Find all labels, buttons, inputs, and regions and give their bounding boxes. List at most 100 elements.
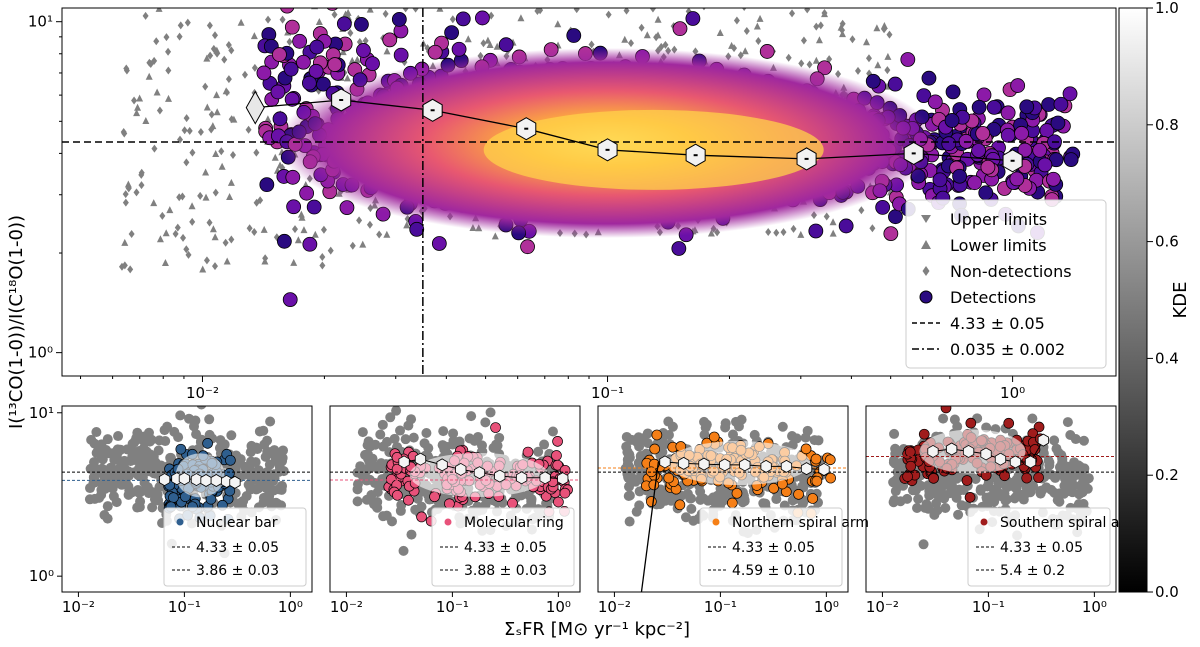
background-point [123,470,134,481]
non-detection-point [702,8,706,11]
subpanel-y-tick-label: 10¹ [29,404,54,422]
non-detection-point [223,88,230,97]
background-point [620,463,631,474]
detection-point [971,143,986,158]
background-point [890,458,901,469]
background-point [395,425,406,436]
detection-point [887,76,903,92]
background-point [708,492,719,503]
subpanel-frame [61,405,313,593]
x-tick-label: 10⁰ [1000,384,1025,402]
background-point [1027,413,1038,424]
lower-limit-point [383,230,391,238]
detection-point [927,94,943,110]
subpanel-legend-box [163,507,307,587]
detection-point [283,61,299,77]
global-ratio-label: 4.33 ± 0.05 [1000,540,1083,556]
lower-limit-point [124,180,132,188]
lower-limit-point [812,56,820,64]
subpanel-x-tick-label: 10⁻¹ [972,598,1005,616]
detection-point [875,199,891,215]
detection-point [308,63,324,79]
x-axis-label: ΣₛFR [M⊙ yr⁻¹ kpc⁻²] [504,619,690,640]
detection-point [976,87,992,103]
lower-limit-point [407,0,414,2]
region-binned-point [659,455,671,469]
background-point [398,545,409,556]
non-detection-point [159,211,166,220]
legend-label: Detections [950,288,1036,307]
background-point [129,455,140,466]
detection-point [980,159,996,175]
lower-limit-point [553,0,560,6]
non-detection-point [790,224,797,233]
detection-point [391,12,407,27]
non-detection-point [206,21,213,30]
background-point [1042,467,1053,478]
region-point [651,429,663,441]
lower-limit-point [188,202,196,210]
lower-limit-point [300,226,308,234]
lower-limit-point [213,91,221,99]
background-point [352,496,363,507]
region-point [793,488,804,500]
non-detection-point [573,8,580,14]
region-binned-point [473,466,486,480]
detection-point [520,239,535,255]
background-point [466,411,477,422]
region-binned-point [158,473,171,487]
non-detection-point [146,58,153,67]
colorbar-tick-label: 0.0 [1155,583,1179,601]
detection-point [1045,171,1061,187]
lower-limit-point [491,232,499,240]
detection-point [409,221,425,237]
background-point [970,474,981,485]
detection-point [1014,125,1029,141]
lower-limit-point [297,210,305,218]
background-point [929,509,940,520]
background-point [941,476,952,487]
detection-point [685,11,701,26]
non-detection-point [858,206,865,215]
non-detection-point [823,212,830,221]
lower-limit-point [829,218,837,226]
background-point [938,413,949,424]
background-point [1077,487,1088,498]
non-detection-point [634,0,640,4]
lower-limit-point [203,103,211,111]
non-detection-point [228,46,235,55]
background-point [989,496,1000,507]
lower-limit-point [438,0,445,4]
lower-limit-point [551,0,558,2]
background-point [362,494,373,505]
detection-point [932,172,948,188]
background-point [657,440,668,451]
x-tick-label: 10⁻² [186,384,219,402]
subpanel-3: Southern spiral arm 4.33 ± 0.05 5.4 ± 0.2 1… [865,405,1139,616]
non-detection-point [183,158,190,167]
non-detection-point [121,129,128,138]
background-point [800,432,811,443]
background-point [154,435,165,446]
region-point [905,460,917,472]
region-point [674,499,686,511]
background-point [419,438,430,449]
background-point [1079,464,1090,475]
background-point [1007,477,1018,488]
region-binned-point [980,447,992,461]
region-binned-point [994,452,1007,466]
lower-limit-point [880,22,888,30]
background-point [145,449,156,460]
lower-limit-point [359,240,367,248]
detection-point [382,32,398,48]
background-point [106,462,117,473]
background-point [258,492,269,503]
region-point [965,417,977,429]
region-binned-point [760,459,772,473]
background-point [133,469,144,480]
background-point [147,502,158,513]
lower-limit-point [202,193,210,201]
background-point [99,474,110,485]
background-point [1078,435,1089,446]
non-detection-point [241,70,248,79]
